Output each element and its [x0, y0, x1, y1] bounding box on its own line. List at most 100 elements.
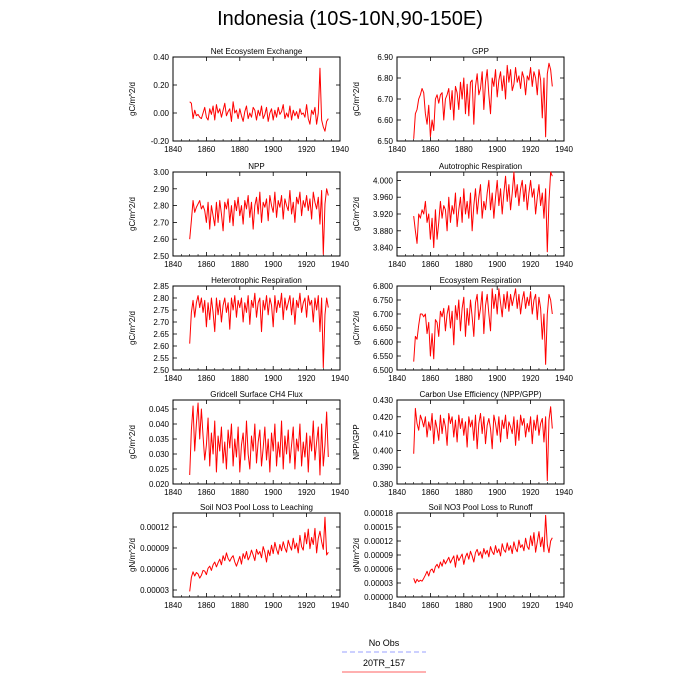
x-tick-label: 1880	[455, 374, 473, 383]
x-tick-label: 1940	[555, 374, 573, 383]
y-tick-label: 0.025	[149, 465, 170, 474]
series-line	[189, 188, 329, 255]
y-tick-label: 3.880	[373, 227, 394, 236]
x-tick-label: 1840	[164, 601, 182, 610]
x-tick-label: 1920	[298, 601, 316, 610]
x-tick-label: 1860	[422, 488, 440, 497]
series-line	[413, 288, 553, 365]
x-tick-label: 1860	[198, 260, 216, 269]
chart-panel-2: NPP 1840 1860 1880 1900 1920 1940 2.50 2.60 2.70 2…	[128, 162, 349, 269]
series-line	[189, 67, 329, 132]
x-tick-label: 1840	[388, 374, 406, 383]
y-axis-label: gC/m^2/d	[128, 82, 137, 116]
x-tick-label: 1840	[164, 374, 182, 383]
y-tick-label: 6.750	[373, 296, 394, 305]
y-tick-label: 0.035	[149, 435, 170, 444]
y-tick-label: 0.00003	[140, 586, 169, 595]
y-tick-label: 2.70	[153, 318, 169, 327]
x-tick-label: 1900	[488, 374, 506, 383]
y-tick-label: 2.60	[153, 235, 169, 244]
x-tick-label: 1940	[331, 260, 349, 269]
chart-panel-6: Gridcell Surface CH4 Flux 1840 1860 1880 190…	[128, 390, 349, 497]
series-line	[413, 62, 553, 139]
y-tick-label: 0.00006	[364, 565, 393, 574]
x-tick-label: 1880	[455, 488, 473, 497]
x-tick-label: 1900	[264, 601, 282, 610]
y-tick-label: 6.700	[373, 310, 394, 319]
y-tick-label: 0.20	[153, 81, 169, 90]
y-axis-label: NPP/GPP	[352, 424, 361, 460]
y-tick-label: 2.60	[153, 342, 169, 351]
x-tick-label: 1880	[231, 601, 249, 610]
x-tick-label: 1920	[298, 374, 316, 383]
x-tick-label: 1920	[298, 488, 316, 497]
main-title: Indonesia (10S-10N,90-150E)	[217, 8, 483, 30]
y-tick-label: 0.00003	[364, 579, 393, 588]
y-tick-label: 2.70	[153, 218, 169, 227]
y-tick-label: 0.00012	[140, 523, 169, 532]
y-tick-label: 0.00009	[140, 544, 169, 553]
chart-title: Soil NO3 Pool Loss to Runoff	[429, 503, 534, 512]
y-tick-label: 3.840	[373, 244, 394, 253]
chart-panel-1: GPP 1840 1860 1880 1900 1920 1940 6.50 6.60 6.70 6…	[352, 47, 573, 154]
y-tick-label: 2.80	[153, 202, 169, 211]
x-tick-label: 1940	[555, 601, 573, 610]
series-line	[413, 406, 553, 482]
y-tick-label: 6.550	[373, 352, 394, 361]
chart-panel-3: Autotrophic Respiration 1840 1860 1880 1900 1…	[352, 162, 573, 269]
x-tick-label: 1880	[231, 488, 249, 497]
x-tick-label: 1900	[488, 601, 506, 610]
x-tick-label: 1840	[388, 601, 406, 610]
y-tick-label: 6.90	[377, 53, 393, 62]
chart-title: Soil NO3 Pool Loss to Leaching	[200, 503, 313, 512]
y-tick-label: 0.430	[373, 396, 394, 405]
x-tick-label: 1900	[264, 488, 282, 497]
chart-panel-0: Net Ecosystem Exchange 1840 1860 1880 1900 19…	[128, 47, 349, 154]
x-tick-label: 1860	[198, 374, 216, 383]
series-line	[189, 516, 329, 592]
x-tick-label: 1900	[488, 260, 506, 269]
x-tick-label: 1860	[422, 601, 440, 610]
y-tick-label: 4.000	[373, 176, 394, 185]
chart-title: Heterotrophic Respiration	[211, 276, 302, 285]
y-tick-label: 3.00	[153, 168, 169, 177]
x-tick-label: 1900	[488, 488, 506, 497]
x-tick-label: 1880	[231, 260, 249, 269]
y-tick-label: 6.70	[377, 95, 393, 104]
x-tick-label: 1900	[264, 260, 282, 269]
y-axis-label: gN/m^2/d	[352, 538, 361, 572]
x-tick-label: 1920	[522, 260, 540, 269]
x-tick-label: 1880	[231, 145, 249, 154]
chart-title: NPP	[248, 162, 264, 171]
y-tick-label: 0.400	[373, 446, 394, 455]
y-tick-label: 0.00006	[140, 565, 169, 574]
chart-title: GPP	[472, 47, 489, 56]
y-axis-label: gC/m^2/d	[352, 311, 361, 345]
y-tick-label: 6.800	[373, 282, 394, 291]
chart-panel-9: Soil NO3 Pool Loss to Runoff 1840 1860 1880…	[352, 503, 573, 610]
y-axis-label: gC/m^2/d	[352, 197, 361, 231]
y-tick-label: 3.920	[373, 210, 394, 219]
y-tick-label: 0.020	[149, 480, 170, 489]
y-tick-label: 6.60	[377, 116, 393, 125]
y-tick-label: 0.045	[149, 405, 170, 414]
x-tick-label: 1840	[388, 488, 406, 497]
x-tick-label: 1860	[422, 260, 440, 269]
chart-panel-8: Soil NO3 Pool Loss to Leaching 1840 1860 18…	[128, 503, 349, 610]
x-tick-label: 1860	[198, 601, 216, 610]
y-tick-label: 3.960	[373, 193, 394, 202]
x-tick-label: 1900	[488, 145, 506, 154]
y-tick-label: 0.00	[153, 109, 169, 118]
y-axis-label: gC/m^2/d	[128, 197, 137, 231]
y-tick-label: 0.420	[373, 413, 394, 422]
x-tick-label: 1940	[331, 601, 349, 610]
x-tick-label: 1880	[231, 374, 249, 383]
chart-title: Autotrophic Respiration	[439, 162, 522, 171]
y-tick-label: 6.650	[373, 324, 394, 333]
x-tick-label: 1880	[455, 260, 473, 269]
chart-panel-7: Carbon Use Efficiency (NPP/GPP) 1840 1860 1…	[352, 390, 573, 497]
y-tick-label: -0.20	[151, 137, 170, 146]
y-tick-label: 6.50	[377, 137, 393, 146]
series-line	[413, 171, 553, 253]
chart-title: Gridcell Surface CH4 Flux	[210, 390, 302, 399]
